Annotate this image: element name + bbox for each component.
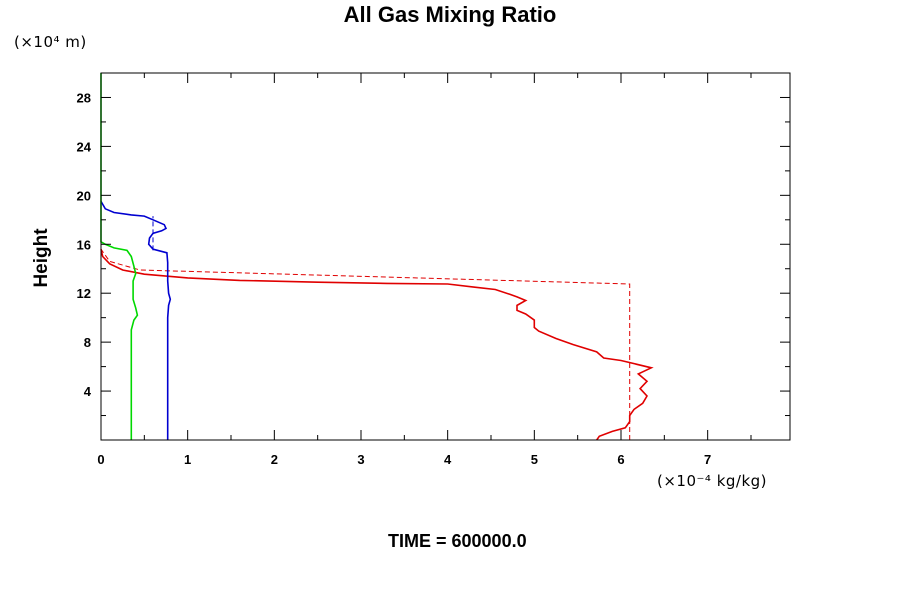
- series-line-1: [100, 248, 631, 440]
- y-axis-unit: (×10⁴ m): [14, 33, 87, 51]
- y-tick-label: 20: [77, 188, 91, 203]
- x-tick-label: 0: [97, 452, 104, 467]
- y-tick-label: 24: [77, 139, 92, 154]
- x-tick-label: 1: [184, 452, 191, 467]
- y-tick-label: 8: [84, 335, 91, 350]
- x-tick-label: 7: [704, 452, 711, 467]
- x-tick-label: 4: [444, 452, 452, 467]
- y-tick-label: 12: [77, 286, 91, 301]
- plot-frame: [100, 72, 791, 441]
- series-layer: [100, 73, 654, 441]
- x-tick-label: 2: [271, 452, 278, 467]
- chart-title: All Gas Mixing Ratio: [343, 2, 557, 27]
- y-tick-label: 16: [77, 237, 91, 252]
- y-tick-label: 28: [77, 90, 91, 105]
- y-tick-label: 4: [84, 384, 92, 399]
- x-tick-label: 5: [531, 452, 538, 467]
- time-footer: TIME = 600000.0: [388, 531, 527, 551]
- x-axis-unit: (×10⁻⁴ kg/kg): [657, 472, 768, 490]
- series-line-2: [100, 200, 172, 440]
- x-tick-label: 3: [357, 452, 364, 467]
- series-line-0: [100, 249, 654, 441]
- x-tick-label: 6: [617, 452, 624, 467]
- series-line-4: [100, 73, 139, 440]
